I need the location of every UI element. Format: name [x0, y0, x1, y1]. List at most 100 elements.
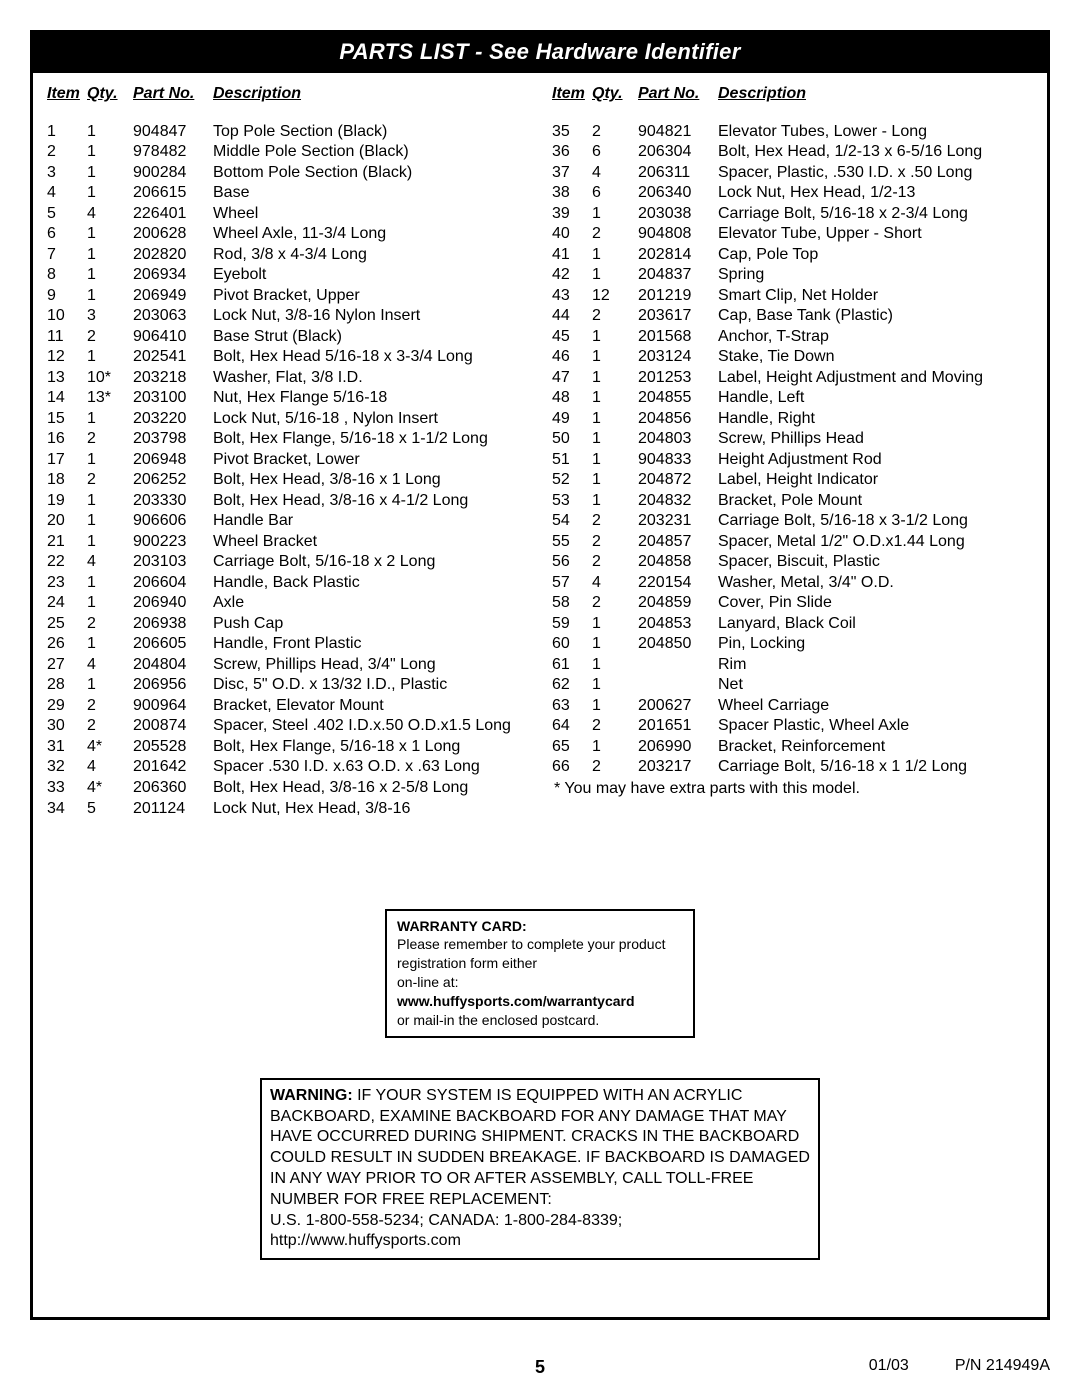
- cell-desc: Wheel: [213, 203, 528, 224]
- table-row: 471201253Label, Height Adjustment and Mo…: [552, 367, 1033, 388]
- warranty-line-3: or mail-in the enclosed postcard.: [397, 1012, 599, 1028]
- table-row: 211900223Wheel Bracket: [47, 531, 528, 552]
- cell-desc: Bolt, Hex Head, 1/2-13 x 6-5/16 Long: [718, 142, 1033, 163]
- parts-table-right: Item Qty. Part No. Description 352904821…: [552, 81, 1033, 778]
- content-frame: PARTS LIST - See Hardware Identifier Ite…: [30, 30, 1050, 1320]
- cell-part: 204858: [638, 552, 718, 573]
- cell-item: 56: [552, 552, 592, 573]
- cell-item: 50: [552, 429, 592, 450]
- cell-item: 8: [47, 265, 87, 286]
- cell-desc: Pivot Bracket, Lower: [213, 449, 528, 470]
- warning-body: IF YOUR SYSTEM IS EQUIPPED WITH AN ACRYL…: [270, 1087, 810, 1208]
- table-row: 41206615Base: [47, 183, 528, 204]
- cell-desc: Lock Nut, Hex Head, 1/2-13: [718, 183, 1033, 204]
- cell-part: 900284: [133, 162, 213, 183]
- cell-desc: Pivot Bracket, Upper: [213, 285, 528, 306]
- cell-qty: 2: [592, 593, 638, 614]
- table-row: 366206304Bolt, Hex Head, 1/2-13 x 6-5/16…: [552, 142, 1033, 163]
- cell-item: 41: [552, 244, 592, 265]
- cell-desc: Elevator Tube, Upper - Short: [718, 224, 1033, 245]
- cell-desc: Bolt, Hex Head, 3/8-16 x 1 Long: [213, 470, 528, 491]
- cell-part: 206940: [133, 593, 213, 614]
- cell-item: 61: [552, 654, 592, 675]
- cell-part: 200874: [133, 716, 213, 737]
- cell-desc: Handle Bar: [213, 511, 528, 532]
- cell-item: 10: [47, 306, 87, 327]
- table-row: 621Net: [552, 675, 1033, 696]
- cell-item: 9: [47, 285, 87, 306]
- cell-desc: Handle, Front Plastic: [213, 634, 528, 655]
- cell-qty: 1: [87, 285, 133, 306]
- cell-qty: 2: [592, 306, 638, 327]
- cell-item: 7: [47, 244, 87, 265]
- cell-part: 906410: [133, 326, 213, 347]
- table-row: 61200628Wheel Axle, 11-3/4 Long: [47, 224, 528, 245]
- table-row: 511904833Height Adjustment Rod: [552, 449, 1033, 470]
- cell-qty: 1: [87, 449, 133, 470]
- cell-item: 63: [552, 695, 592, 716]
- cell-part: 206604: [133, 572, 213, 593]
- cell-qty: 4: [592, 162, 638, 183]
- cell-item: 28: [47, 675, 87, 696]
- cell-qty: 1: [592, 244, 638, 265]
- table-row: 631200627Wheel Carriage: [552, 695, 1033, 716]
- cell-item: 66: [552, 757, 592, 778]
- cell-part: 203220: [133, 408, 213, 429]
- table-row: 451201568Anchor, T-Strap: [552, 326, 1033, 347]
- cell-part: 201219: [638, 285, 718, 306]
- cell-item: 26: [47, 634, 87, 655]
- cell-part: 900964: [133, 695, 213, 716]
- cell-qty: 12: [592, 285, 638, 306]
- cell-desc: Carriage Bolt, 5/16-18 x 2 Long: [213, 552, 528, 573]
- table-row: 261206605Handle, Front Plastic: [47, 634, 528, 655]
- table-row: 345201124Lock Nut, Hex Head, 3/8-16: [47, 798, 528, 819]
- cell-part: 206360: [133, 778, 213, 799]
- cell-part: 203100: [133, 388, 213, 409]
- cell-part: 201124: [133, 798, 213, 819]
- table-row: 1413*203100Nut, Hex Flange 5/16-18: [47, 388, 528, 409]
- cell-item: 46: [552, 347, 592, 368]
- cell-desc: Elevator Tubes, Lower - Long: [718, 121, 1033, 142]
- cell-part: 206304: [638, 142, 718, 163]
- cell-qty: 1: [87, 511, 133, 532]
- cell-qty: 2: [592, 531, 638, 552]
- cell-desc: Bolt, Hex Flange, 5/16-18 x 1 Long: [213, 736, 528, 757]
- cell-qty: 1: [87, 265, 133, 286]
- cell-desc: Spacer .530 I.D. x.63 O.D. x .63 Long: [213, 757, 528, 778]
- cell-item: 52: [552, 470, 592, 491]
- cell-desc: Label, Height Adjustment and Moving: [718, 367, 1033, 388]
- cell-qty: 1: [592, 429, 638, 450]
- cell-qty: 4: [592, 572, 638, 593]
- footnote: * You may have extra parts with this mod…: [552, 778, 1033, 798]
- cell-qty: 4*: [87, 778, 133, 799]
- cell-part: 204853: [638, 613, 718, 634]
- cell-desc: Spacer, Plastic, .530 I.D. x .50 Long: [718, 162, 1033, 183]
- table-row: 531204832Bracket, Pole Mount: [552, 490, 1033, 511]
- cell-desc: Bracket, Pole Mount: [718, 490, 1033, 511]
- table-row: 1310*203218Washer, Flat, 3/8 I.D.: [47, 367, 528, 388]
- cell-item: 23: [47, 572, 87, 593]
- table-row: 461203124Stake, Tie Down: [552, 347, 1033, 368]
- table-row: 402904808Elevator Tube, Upper - Short: [552, 224, 1033, 245]
- cell-qty: 2: [592, 121, 638, 142]
- cell-item: 22: [47, 552, 87, 573]
- parts-columns: Item Qty. Part No. Description 11904847T…: [33, 73, 1047, 819]
- cell-qty: 1: [592, 367, 638, 388]
- cell-part: 904808: [638, 224, 718, 245]
- cell-part: [638, 654, 718, 675]
- table-row: 182206252Bolt, Hex Head, 3/8-16 x 1 Long: [47, 470, 528, 491]
- cell-item: 57: [552, 572, 592, 593]
- table-row: 11904847Top Pole Section (Black): [47, 121, 528, 142]
- right-column: Item Qty. Part No. Description 352904821…: [552, 81, 1033, 819]
- cell-qty: 1: [87, 572, 133, 593]
- cell-part: 204872: [638, 470, 718, 491]
- table-row: 601204850Pin, Locking: [552, 634, 1033, 655]
- cell-desc: Base Strut (Black): [213, 326, 528, 347]
- cell-desc: Lanyard, Black Coil: [718, 613, 1033, 634]
- cell-desc: Net: [718, 675, 1033, 696]
- cell-qty: 1: [592, 675, 638, 696]
- cell-part: 203217: [638, 757, 718, 778]
- table-row: 302200874Spacer, Steel .402 I.D.x.50 O.D…: [47, 716, 528, 737]
- col-desc: Description: [718, 81, 1033, 121]
- cell-part: 201651: [638, 716, 718, 737]
